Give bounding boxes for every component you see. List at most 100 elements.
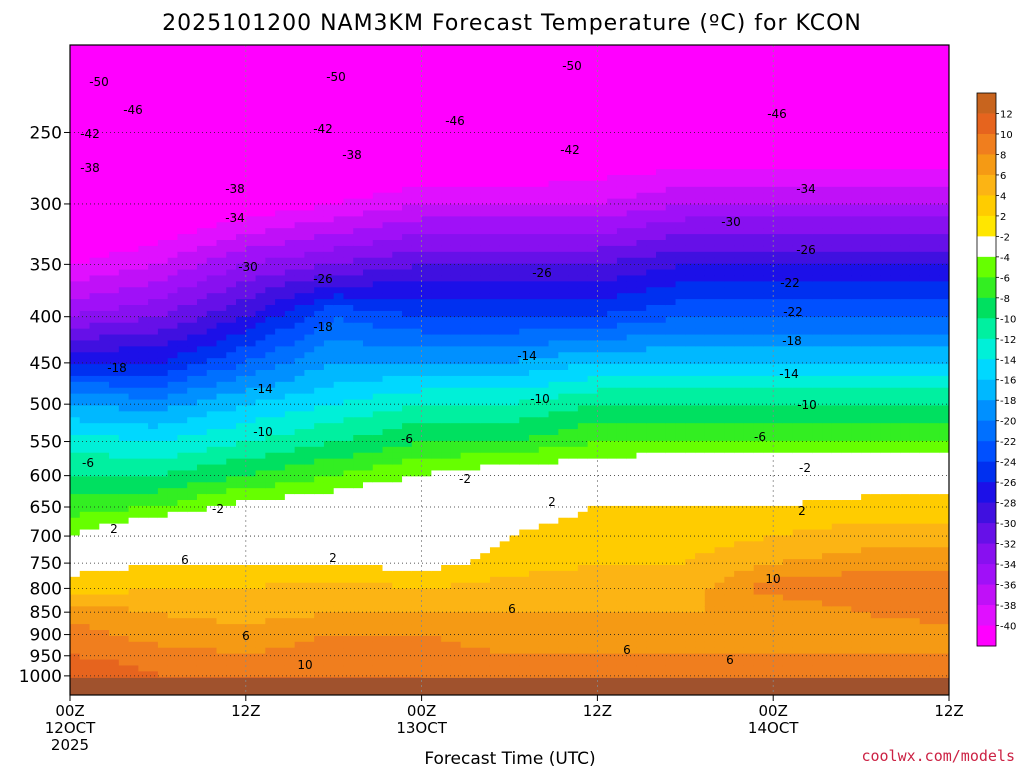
heatmap-cell xyxy=(353,653,364,661)
heatmap-cell xyxy=(372,151,384,158)
heatmap-cell xyxy=(89,45,100,52)
heatmap-cell xyxy=(148,594,159,602)
heatmap-cell xyxy=(392,121,403,129)
heatmap-cell xyxy=(333,133,345,141)
heatmap-cell xyxy=(109,511,120,519)
heatmap-cell xyxy=(323,553,335,560)
heatmap-cell xyxy=(441,364,452,371)
heatmap-cell xyxy=(157,245,169,253)
heatmap-cell xyxy=(431,50,442,58)
heatmap-cell xyxy=(265,375,276,383)
heatmap-cell xyxy=(421,458,432,466)
heatmap-cell xyxy=(109,157,120,164)
heatmap-cell xyxy=(255,352,266,359)
heatmap-cell xyxy=(79,310,91,318)
heatmap-cell xyxy=(196,476,208,483)
heatmap-cell xyxy=(509,210,520,217)
heatmap-cell xyxy=(99,494,110,501)
heatmap-cell xyxy=(470,175,481,182)
heatmap-cell xyxy=(304,393,315,401)
heatmap-cell xyxy=(236,322,247,330)
heatmap-cell xyxy=(79,500,91,507)
heatmap-cell xyxy=(421,139,432,147)
heatmap-cell xyxy=(363,635,374,643)
heatmap-cell xyxy=(157,565,169,572)
heatmap-cell xyxy=(323,175,335,182)
heatmap-cell xyxy=(304,210,315,217)
heatmap-cell xyxy=(411,346,423,353)
heatmap-cell xyxy=(245,251,257,259)
heatmap-cell xyxy=(411,245,423,253)
heatmap-cell xyxy=(411,470,423,477)
heatmap-cell xyxy=(294,429,305,436)
heatmap-cell xyxy=(128,464,139,472)
heatmap-cell xyxy=(216,446,227,454)
heatmap-cell xyxy=(450,151,462,158)
heatmap-cell xyxy=(372,411,384,418)
heatmap-cell xyxy=(470,45,481,52)
heatmap-cell xyxy=(343,180,354,188)
heatmap-cell xyxy=(148,523,159,531)
heatmap-cell xyxy=(148,328,159,336)
heatmap-cell xyxy=(284,624,296,631)
heatmap-cell xyxy=(382,494,393,501)
heatmap-cell xyxy=(450,121,462,129)
heatmap-cell xyxy=(343,641,354,649)
heatmap-cell xyxy=(138,240,149,247)
heatmap-cell xyxy=(441,222,452,229)
heatmap-cell xyxy=(411,464,423,472)
heatmap-cell xyxy=(314,210,325,217)
heatmap-cell xyxy=(382,429,393,436)
heatmap-cell xyxy=(70,234,81,241)
heatmap-cell xyxy=(470,234,481,241)
heatmap-cell xyxy=(489,316,501,324)
heatmap-cell xyxy=(441,104,452,111)
heatmap-cell xyxy=(206,56,218,64)
heatmap-cell xyxy=(284,523,296,531)
heatmap-cell xyxy=(460,328,472,336)
heatmap-cell xyxy=(157,559,169,566)
heatmap-cell xyxy=(489,133,501,141)
heatmap-cell xyxy=(411,665,423,672)
heatmap-cell xyxy=(304,358,315,365)
heatmap-cell xyxy=(167,104,179,111)
heatmap-cell xyxy=(411,417,423,424)
heatmap-cell xyxy=(363,281,374,288)
heatmap-cell xyxy=(167,62,179,70)
heatmap-cell xyxy=(157,251,169,259)
heatmap-cell xyxy=(99,647,110,655)
heatmap-cell xyxy=(499,163,511,170)
heatmap-cell xyxy=(236,582,247,590)
heatmap-cell xyxy=(411,600,423,607)
heatmap-cell xyxy=(509,251,520,259)
heatmap-cell xyxy=(128,364,139,371)
heatmap-cell xyxy=(304,310,315,318)
heatmap-cell xyxy=(489,440,501,448)
heatmap-cell xyxy=(109,606,120,613)
heatmap-cell xyxy=(284,80,296,87)
heatmap-cell xyxy=(109,169,120,176)
heatmap-cell xyxy=(294,127,305,135)
heatmap-cell xyxy=(450,104,462,111)
heatmap-cell xyxy=(480,665,491,672)
heatmap-cell xyxy=(245,470,257,477)
heatmap-cell xyxy=(265,240,276,247)
heatmap-cell xyxy=(333,582,345,590)
heatmap-cell xyxy=(499,68,511,76)
heatmap-cell xyxy=(79,576,91,584)
heatmap-cell xyxy=(177,612,188,619)
heatmap-cell xyxy=(411,446,423,454)
heatmap-cell xyxy=(509,133,520,141)
heatmap-cell xyxy=(363,370,374,377)
heatmap-cell xyxy=(255,45,266,52)
heatmap-cell xyxy=(333,405,345,412)
heatmap-cell xyxy=(499,139,511,147)
heatmap-cell xyxy=(255,576,266,584)
heatmap-cell xyxy=(245,92,257,99)
heatmap-cell xyxy=(372,594,384,602)
heatmap-cell xyxy=(353,429,364,436)
heatmap-cell xyxy=(323,145,335,152)
heatmap-cell xyxy=(314,198,325,206)
heatmap-cell xyxy=(275,417,286,424)
heatmap-cell xyxy=(196,446,208,454)
